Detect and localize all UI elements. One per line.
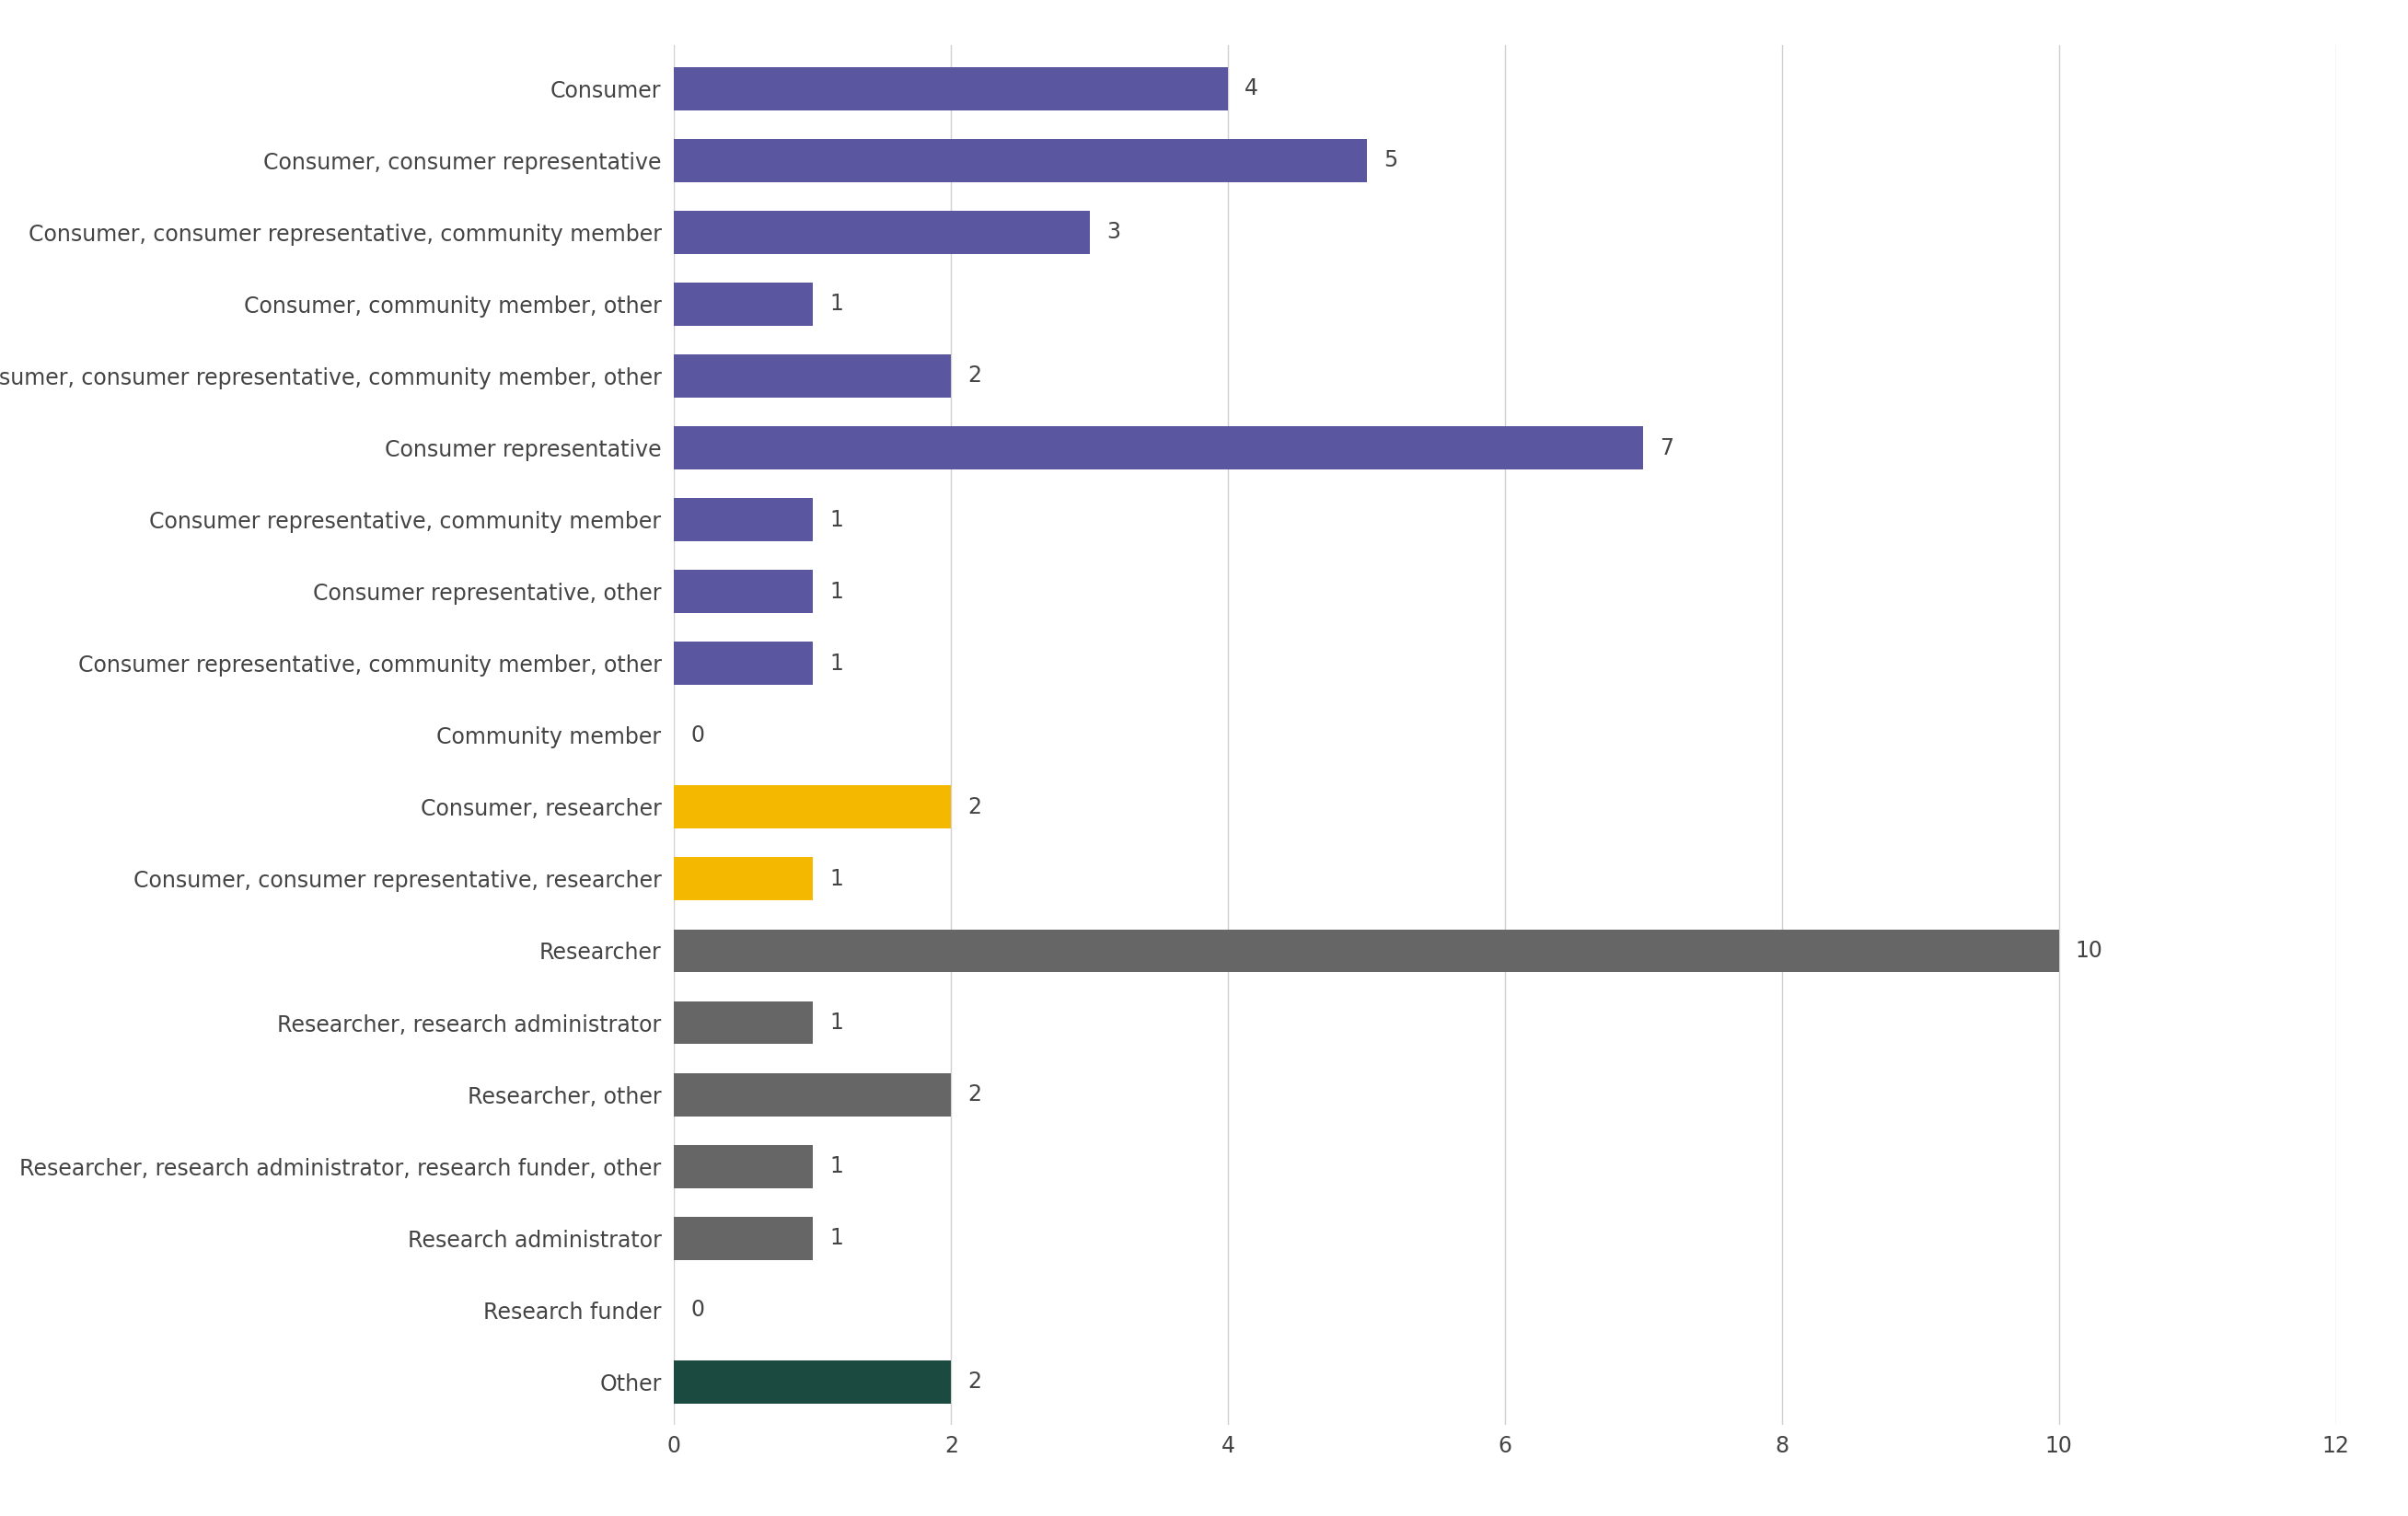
Bar xyxy=(674,1217,811,1260)
Text: 3: 3 xyxy=(1105,221,1120,244)
Text: 2: 2 xyxy=(968,1370,982,1393)
Bar xyxy=(674,211,1088,253)
Text: 7: 7 xyxy=(1659,437,1674,459)
Bar xyxy=(674,1001,811,1045)
Bar xyxy=(674,67,1228,111)
Text: 5: 5 xyxy=(1382,150,1397,171)
Bar xyxy=(674,570,811,612)
Bar xyxy=(674,641,811,685)
Bar xyxy=(674,1360,951,1404)
Bar xyxy=(674,1073,951,1116)
Bar xyxy=(674,355,951,397)
Bar xyxy=(674,282,811,326)
Text: 2: 2 xyxy=(968,796,982,819)
Text: 1: 1 xyxy=(828,1011,843,1034)
Text: 1: 1 xyxy=(828,581,843,602)
Bar xyxy=(674,858,811,901)
Text: 1: 1 xyxy=(828,1155,843,1178)
Text: 1: 1 xyxy=(828,1226,843,1249)
Text: 1: 1 xyxy=(828,869,843,890)
Bar xyxy=(674,139,1368,182)
Text: 2: 2 xyxy=(968,1084,982,1105)
Text: 1: 1 xyxy=(828,509,843,531)
Bar xyxy=(674,426,1642,470)
Bar xyxy=(674,499,811,541)
Bar xyxy=(674,785,951,829)
Text: 1: 1 xyxy=(828,293,843,315)
Text: 0: 0 xyxy=(691,1299,706,1320)
Text: 4: 4 xyxy=(1245,77,1259,100)
Text: 1: 1 xyxy=(828,652,843,675)
Bar xyxy=(674,929,2059,972)
Text: 2: 2 xyxy=(968,365,982,387)
Text: 0: 0 xyxy=(691,725,706,746)
Bar xyxy=(674,1145,811,1189)
Text: 10: 10 xyxy=(2076,940,2102,961)
